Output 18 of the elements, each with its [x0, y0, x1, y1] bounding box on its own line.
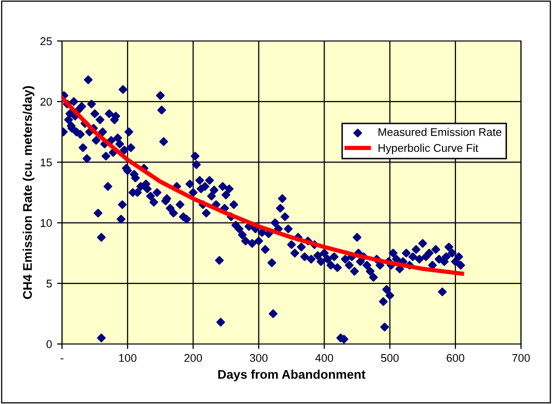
x-tick-label: 300 — [250, 354, 268, 362]
y-tick-label: 5 — [46, 280, 52, 288]
legend-label: Hyperbolic Curve Fit — [378, 144, 478, 154]
x-tick-label: 100 — [119, 354, 136, 362]
x-tick-label: 600 — [446, 354, 464, 362]
y-tick-label: 25 — [40, 37, 52, 46]
y-tick-label: 10 — [40, 219, 52, 227]
y-tick-label: 20 — [40, 98, 52, 106]
x-tick-label: - — [60, 358, 64, 360]
y-tick-label: 15 — [40, 158, 52, 166]
legend-label: Measured Emission Rate — [378, 128, 502, 136]
x-tick-label: 500 — [381, 354, 399, 362]
x-tick-label: 200 — [184, 354, 202, 362]
x-tick-label: 700 — [512, 354, 530, 362]
x-tick-label: 400 — [315, 354, 334, 362]
y-axis-title: CH4 Emission Rate (cu. meters/day) — [22, 86, 34, 299]
x-axis-title: Days from Abandonment — [218, 370, 366, 382]
y-tick-label: 0 — [46, 340, 52, 348]
